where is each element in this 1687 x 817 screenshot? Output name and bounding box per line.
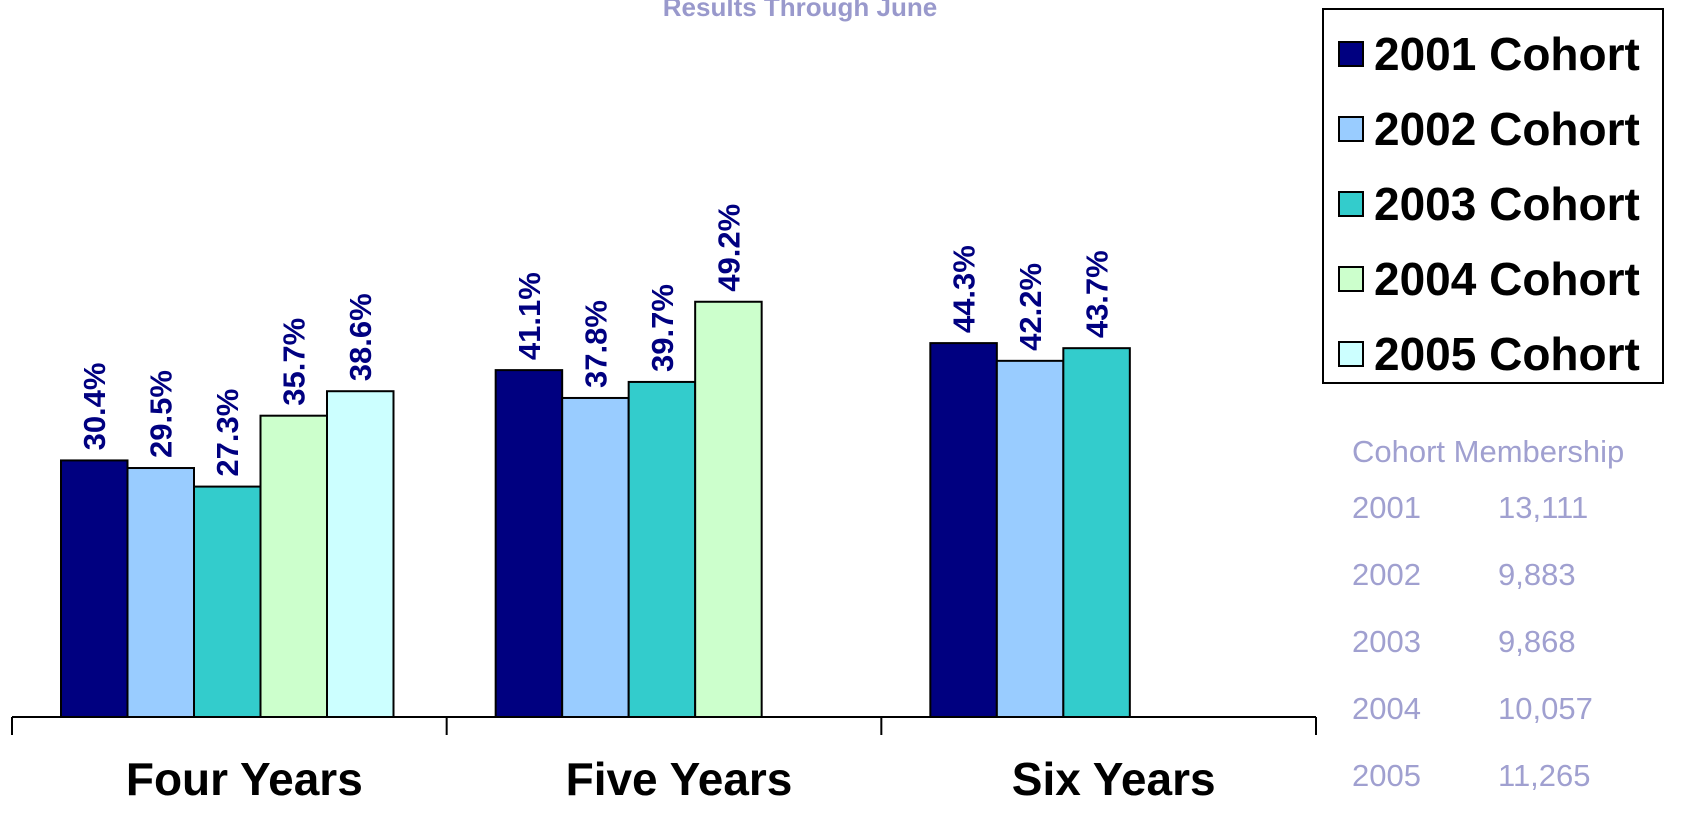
membership-year: 2005	[1352, 758, 1421, 793]
data-label: 29.5%	[144, 370, 179, 458]
data-label: 42.2%	[1013, 263, 1048, 351]
membership-year: 2004	[1352, 691, 1421, 726]
legend-swatch-2001	[1338, 40, 1364, 67]
bar	[193, 485, 262, 719]
data-label: 41.1%	[512, 272, 547, 360]
legend-item-2002: 2002 Cohort	[1338, 91, 1662, 166]
data-label: 35.7%	[277, 318, 312, 406]
x-tick-label: Five Years	[566, 753, 793, 805]
membership-row: 2004 10,057	[1352, 675, 1682, 742]
data-label: 37.8%	[578, 300, 613, 388]
bar	[627, 380, 697, 718]
bar	[929, 342, 998, 718]
legend-item-2001: 2001 Cohort	[1338, 16, 1662, 91]
membership-year: 2002	[1352, 557, 1421, 592]
membership-count: 9,883	[1498, 557, 1576, 592]
chart-legend: 2001 Cohort 2002 Cohort 2003 Cohort 2004…	[1322, 8, 1664, 384]
chart-subtitle: Results Through June	[662, 0, 938, 22]
legend-label-2005: 2005 Cohort	[1374, 327, 1640, 380]
membership-count: 11,265	[1498, 758, 1591, 793]
legend-label-2004: 2004 Cohort	[1374, 252, 1640, 305]
bar	[60, 459, 129, 718]
membership-count: 13,111	[1498, 490, 1589, 525]
data-label: 39.7%	[645, 284, 680, 372]
membership-year: 2003	[1352, 624, 1421, 659]
membership-row: 2005 11,265	[1352, 742, 1682, 809]
legend-swatch-2004	[1338, 265, 1364, 292]
bar-chart: Four Years 30.4% 29.5% 27.3% 35.7% 38.6% Five …	[11, 204, 1317, 805]
bar	[995, 359, 1065, 718]
legend-item-2005: 2005 Cohort	[1338, 316, 1662, 391]
cohort-membership-table: Cohort Membership 2001 13,111 2002 9,883…	[1352, 430, 1682, 809]
bar	[561, 396, 630, 718]
legend-label-2003: 2003 Cohort	[1374, 177, 1640, 230]
bar	[259, 414, 328, 718]
legend-label-2002: 2002 Cohort	[1374, 102, 1640, 155]
data-label: 49.2%	[711, 204, 746, 292]
membership-year: 2001	[1352, 490, 1421, 525]
membership-row: 2003 9,868	[1352, 608, 1682, 675]
legend-item-2003: 2003 Cohort	[1338, 166, 1662, 241]
legend-item-2004: 2004 Cohort	[1338, 241, 1662, 316]
membership-row: 2001 13,111	[1352, 474, 1682, 541]
legend-swatch-2002	[1338, 115, 1364, 142]
data-label: 30.4%	[77, 363, 112, 451]
data-label: 27.3%	[210, 389, 245, 477]
legend-label-2001: 2001 Cohort	[1374, 27, 1640, 80]
bar	[494, 369, 564, 718]
membership-row: 2002 9,883	[1352, 541, 1682, 608]
membership-count: 9,868	[1498, 624, 1576, 659]
x-tick-label: Four Years	[126, 753, 363, 805]
x-tick-label: Six Years	[1012, 753, 1216, 805]
membership-count: 10,057	[1498, 691, 1593, 726]
data-label: 43.7%	[1080, 250, 1115, 338]
bar	[694, 300, 763, 718]
bar	[1062, 347, 1131, 718]
legend-swatch-2005	[1338, 340, 1364, 367]
data-label: 38.6%	[343, 293, 378, 381]
membership-title: Cohort Membership	[1352, 434, 1625, 469]
data-label: 44.3%	[947, 245, 982, 333]
legend-swatch-2003	[1338, 190, 1364, 217]
bar	[126, 467, 195, 718]
bar	[326, 390, 395, 718]
